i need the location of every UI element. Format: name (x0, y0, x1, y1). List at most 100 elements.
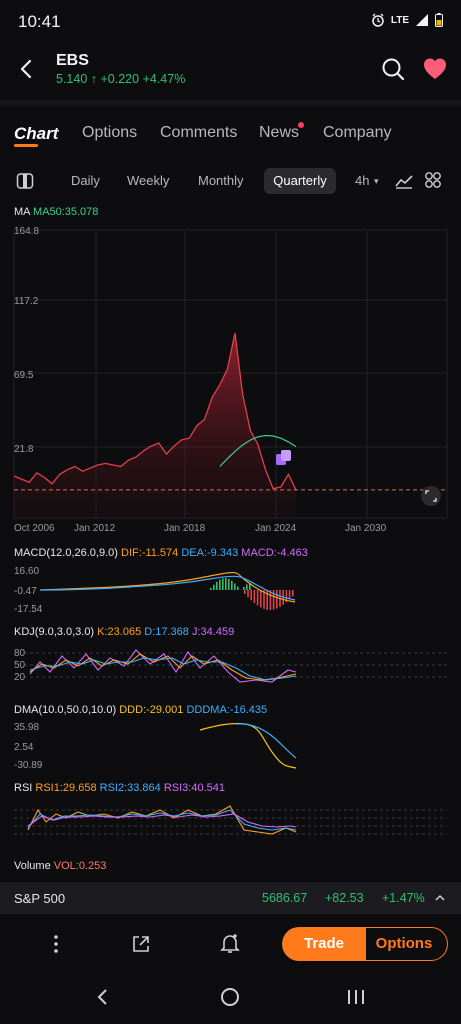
index-value: 5686.67 (262, 891, 308, 905)
volume-title: Volume (14, 860, 51, 872)
index-change: +82.53 (325, 891, 364, 905)
rsi-chart[interactable] (0, 796, 461, 848)
kdj-k-line (29, 653, 297, 681)
y-tick: -0.47 (14, 586, 37, 597)
tab-company[interactable]: Company (323, 124, 392, 141)
x-tick: Oct 2006 (14, 523, 55, 534)
macd-histogram-bar (228, 578, 230, 590)
kdj-d: D:17.368 (144, 626, 189, 638)
price-chart[interactable]: 164.8 117.2 69.5 21.8 Oct 2006 Jan 2012 … (0, 220, 461, 540)
nav-back-icon[interactable] (94, 987, 112, 1007)
status-time: 10:41 (18, 12, 61, 31)
x-axis-ticks: Oct 2006 Jan 2012 Jan 2018 Jan 2024 Jan … (14, 523, 387, 534)
layout-toggle-icon[interactable] (16, 172, 34, 190)
rsi-legend: RSI RSI1:29.658 RSI2:33.864 RSI3:40.541 (14, 782, 225, 794)
kdj-legend: KDJ(9.0,3.0,3.0) K:23.065 D:17.368 J:34.… (14, 626, 234, 638)
period-selector: Daily Weekly Monthly Quarterly 4h ▾ (0, 166, 461, 196)
chevron-down-icon[interactable]: ▾ (374, 176, 379, 186)
period-monthly[interactable]: Monthly (198, 173, 244, 188)
watchlist-heart-icon[interactable] (422, 56, 448, 82)
macd-histogram-bar (247, 590, 249, 598)
macd-histogram-bar (231, 580, 233, 590)
kdj-j: J:34.459 (191, 626, 235, 638)
stock-change-pct: +4.47% (142, 72, 186, 86)
kdj-j-line (29, 649, 297, 683)
system-nav-bar (0, 970, 461, 1024)
back-arrow-icon[interactable] (12, 54, 42, 84)
macd-histogram-bar (266, 590, 268, 610)
y-tick: 35.98 (14, 722, 39, 733)
macd-histogram-bar (225, 578, 227, 590)
macd-histogram-bar (210, 588, 212, 590)
stock-change: +0.220 (100, 72, 140, 86)
period-quarterly[interactable]: Quarterly (264, 168, 336, 194)
fullscreen-icon[interactable] (421, 486, 441, 506)
signal-icon (416, 14, 428, 26)
period-weekly[interactable]: Weekly (127, 173, 170, 188)
stock-price: 5.140 (56, 72, 88, 86)
stock-header: EBS 5.140 ↑ +0.220 +4.47% (0, 44, 461, 100)
bottom-action-bar: Trade Options (0, 918, 461, 970)
kdj-chart[interactable]: 80 50 20 (0, 642, 461, 692)
tab-chart[interactable]: Chart (14, 124, 59, 143)
index-change-pct: +1.47% (382, 891, 425, 905)
macd-histogram-bar (250, 590, 252, 601)
rsi-rsi1: RSI1:29.658 (35, 782, 97, 794)
macd-histogram-bar (260, 590, 262, 608)
y-tick: 164.8 (14, 226, 39, 237)
macd-legend: MACD(12.0,26.0,9.0) DIF:-11.574 DEA:-9.3… (14, 547, 308, 559)
macd-histogram-bar (288, 590, 291, 600)
tab-news[interactable]: News (259, 124, 300, 141)
alarm-icon (372, 13, 384, 27)
tab-bar: Chart Options Comments News Company (0, 118, 461, 154)
tab-comments[interactable]: Comments (160, 124, 238, 141)
event-marker-icon[interactable] (276, 450, 291, 465)
kdj-d-line (29, 657, 297, 681)
y-tick: -17.54 (14, 604, 43, 615)
macd-chart[interactable]: 16.60 -0.47 -17.54 (0, 562, 461, 618)
kdj-k: K:23.065 (97, 626, 142, 638)
macd-histogram-bar (243, 586, 245, 590)
stock-quote: 5.140 ↑ +0.220 +4.47% (56, 72, 185, 86)
dma-dddma-line (235, 723, 297, 759)
macd-title: MACD(12.0,26.0,9.0) (14, 547, 118, 559)
macd-histogram-bar (292, 590, 294, 597)
macd-histogram-bar (269, 590, 272, 610)
up-arrow-icon: ↑ (90, 72, 98, 86)
share-icon[interactable] (131, 934, 151, 954)
index-name: S&P 500 (14, 891, 66, 906)
grid-menu-icon[interactable] (424, 171, 442, 189)
chevron-up-icon[interactable] (434, 893, 446, 903)
rsi-rsi2: RSI2:33.864 (99, 782, 161, 794)
x-tick: Jan 2024 (255, 523, 297, 534)
kdj-levels (24, 652, 447, 678)
chart-style-icon[interactable] (394, 172, 414, 190)
period-daily[interactable]: Daily (71, 173, 100, 188)
dma-ddd-line (199, 722, 297, 769)
nav-home-icon[interactable] (220, 987, 240, 1007)
status-icons: LTE (371, 13, 443, 27)
kdj-title: KDJ(9.0,3.0,3.0) (14, 626, 95, 638)
battery-icon (435, 13, 443, 27)
options-button[interactable]: Options (360, 927, 448, 961)
macd-histogram-bar (213, 584, 215, 590)
alert-bell-icon[interactable] (219, 932, 241, 954)
period-4h[interactable]: 4h (355, 173, 370, 188)
y-tick: 21.8 (14, 444, 34, 455)
dma-chart[interactable]: 35.98 2.54 -30.89 (0, 718, 461, 774)
search-icon[interactable] (380, 56, 406, 82)
tab-options[interactable]: Options (82, 124, 138, 141)
nav-recents-icon[interactable] (346, 987, 366, 1007)
macd-histogram-bar (244, 590, 246, 594)
index-ticker-bar[interactable]: S&P 500 5686.67 +82.53 +1.47% (0, 882, 461, 914)
ma-legend: MA MA50:35.078 (14, 206, 98, 218)
rsi-levels (14, 809, 447, 835)
more-options-icon[interactable] (48, 934, 64, 954)
network-type: LTE (390, 14, 409, 26)
macd-histogram-bar (256, 590, 259, 606)
status-bar: 10:41 LTE (0, 0, 461, 44)
trade-button[interactable]: Trade (282, 927, 366, 961)
macd-histogram-bar (285, 590, 288, 603)
x-tick: Jan 2012 (74, 523, 116, 534)
y-tick: 2.54 (14, 742, 34, 753)
